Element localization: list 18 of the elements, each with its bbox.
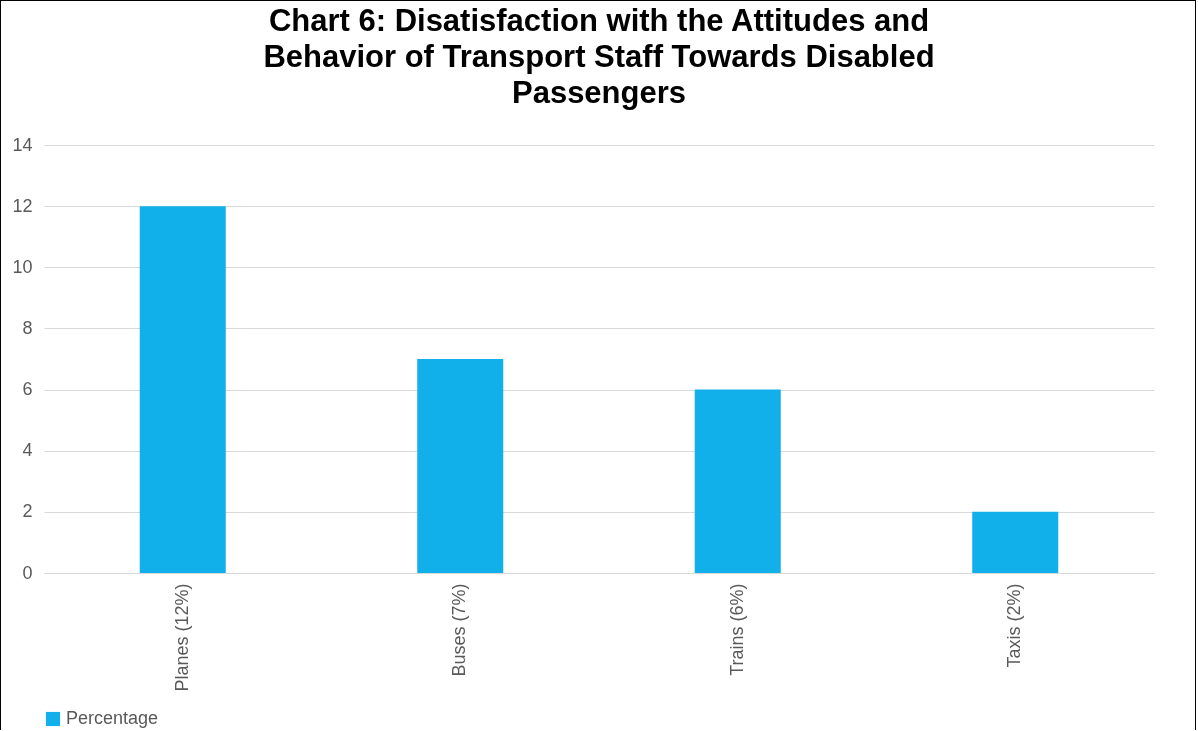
x-tick-label: Planes (12%) — [171, 583, 192, 692]
x-tick-label: Buses (7%) — [449, 583, 470, 677]
y-tick-label: 0 — [22, 562, 33, 583]
y-tick-label: 8 — [22, 317, 33, 338]
y-tick-label: 10 — [12, 256, 33, 277]
y-tick-label: 12 — [12, 195, 33, 216]
bar — [694, 389, 781, 573]
bar — [972, 511, 1059, 573]
x-tick-label: Trains (6%) — [726, 583, 747, 676]
legend-label: Percentage — [66, 708, 159, 728]
y-tick-label: 14 — [12, 134, 33, 155]
y-tick-label: 4 — [22, 440, 33, 461]
chart-title: Chart 6: Disatisfaction with the Attitudes and Behavior of Transport Staff Towards Disabled Passengers — [263, 3, 935, 110]
bar — [139, 206, 226, 573]
y-tick-label: 2 — [22, 501, 33, 522]
x-tick-label: Taxis (2%) — [1004, 583, 1025, 668]
bar — [417, 359, 504, 573]
y-tick-label: 6 — [22, 379, 33, 400]
